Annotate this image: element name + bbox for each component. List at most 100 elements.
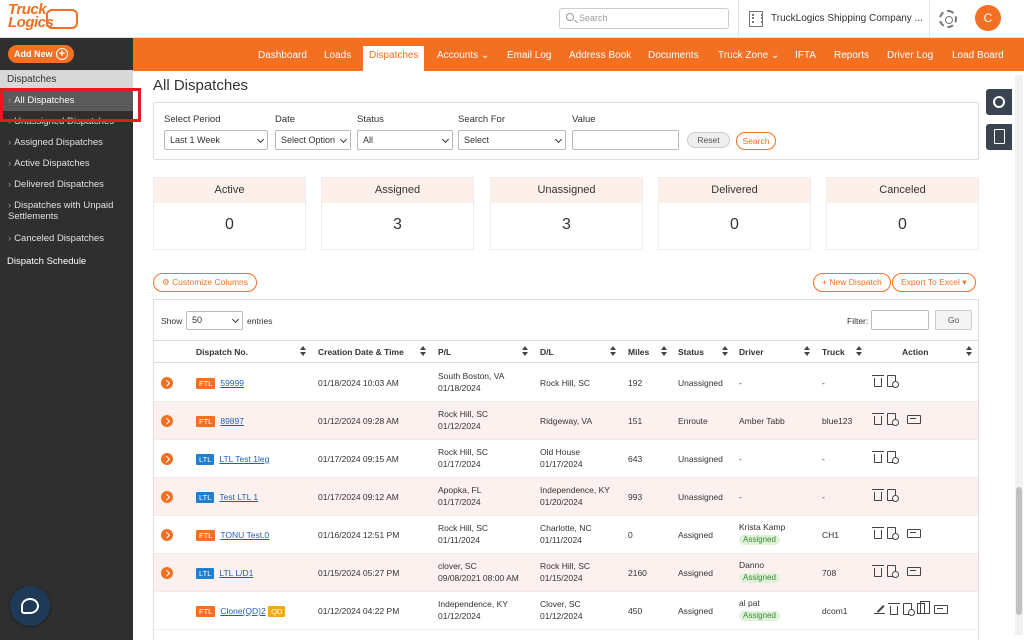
sort-icon[interactable]	[610, 346, 616, 357]
table-row[interactable]: FTL 89897 01/12/2024 09:28 AM Rock Hill, …	[154, 402, 978, 440]
scrollbar[interactable]	[1015, 75, 1023, 635]
document-icon[interactable]	[903, 602, 915, 616]
nav-email-log[interactable]: Email Log	[507, 50, 552, 61]
status-select[interactable]: All	[357, 130, 453, 150]
document-icon[interactable]	[887, 412, 899, 426]
period-select[interactable]: Last 1 Week	[164, 130, 268, 150]
sort-icon[interactable]	[300, 346, 306, 357]
sort-icon[interactable]	[522, 346, 528, 357]
sidebar-item-delivered-dispatches[interactable]: › Delivered Dispatches	[8, 179, 104, 190]
stat-card-canceled[interactable]: Canceled 0	[826, 177, 979, 250]
entries-select[interactable]: 50	[186, 311, 243, 330]
delete-icon[interactable]	[872, 564, 884, 577]
col-driver[interactable]: Driver	[739, 347, 764, 357]
add-new-button[interactable]: Add New +	[8, 45, 74, 63]
chat-icon[interactable]	[10, 586, 50, 626]
sidebar-section-dispatches[interactable]: Dispatches	[0, 70, 133, 89]
truck-action-icon[interactable]	[934, 605, 948, 615]
sort-icon[interactable]	[722, 346, 728, 357]
nav-address-book[interactable]: Address Book	[569, 50, 632, 61]
delete-icon[interactable]	[872, 412, 884, 425]
table-row[interactable]: FTL TONU Test.0 01/16/2024 12:51 PM Rock …	[154, 516, 978, 554]
search-button[interactable]: Search	[736, 132, 776, 150]
table-row[interactable]: FTL Clone(QD)2 QD 01/12/2024 04:22 PM Ind…	[154, 592, 978, 630]
table-row[interactable]: FTL 59999 01/18/2024 10:03 AM South Bosto…	[154, 364, 978, 402]
dispatch-link[interactable]: TONU Test.0	[220, 530, 270, 540]
col-creation-date[interactable]: Creation Date & Time	[318, 347, 404, 357]
delete-icon[interactable]	[872, 488, 884, 501]
nav-documents[interactable]: Documents	[648, 50, 699, 61]
table-row[interactable]: LTL Test LTL 1 01/17/2024 09:12 AM Apopka…	[154, 478, 978, 516]
sidebar-item-active-dispatches[interactable]: › Active Dispatches	[8, 158, 90, 169]
sort-icon[interactable]	[420, 346, 426, 357]
dispatch-link[interactable]: Test LTL 1	[219, 492, 259, 502]
sort-icon[interactable]	[966, 346, 972, 357]
col-truck[interactable]: Truck	[822, 347, 845, 357]
filter-input[interactable]	[871, 310, 929, 330]
search-for-select[interactable]: Select	[458, 130, 566, 150]
table-row[interactable]: LTL LTL Test 1leg 01/17/2024 09:15 AM Roc…	[154, 440, 978, 478]
export-excel-button[interactable]: Export To Excel ▾	[892, 273, 976, 292]
edit-icon[interactable]	[874, 603, 885, 615]
table-row[interactable]: LTL LTL L/D1 01/15/2024 05:27 PM clover, …	[154, 554, 978, 592]
truck-logics-logo[interactable]: Truck Logics	[6, 2, 78, 35]
sidebar-item-canceled-dispatches[interactable]: › Canceled Dispatches	[8, 233, 104, 244]
sort-icon[interactable]	[804, 346, 810, 357]
reset-button[interactable]: Reset	[687, 132, 730, 148]
truck-action-icon[interactable]	[907, 415, 921, 425]
truck-action-icon[interactable]	[907, 529, 921, 539]
nav-load-board[interactable]: Load Board	[952, 50, 1004, 61]
global-search-input[interactable]: Search	[559, 8, 729, 29]
expand-row-icon[interactable]	[161, 491, 173, 503]
nav-ifta[interactable]: IFTA	[795, 50, 816, 61]
delete-icon[interactable]	[872, 374, 884, 387]
dispatch-link[interactable]: LTL Test 1leg	[219, 454, 270, 464]
dispatch-link[interactable]: LTL L/D1	[219, 568, 254, 578]
dispatch-link[interactable]: Clone(QD)2	[220, 606, 266, 616]
nav-dashboard[interactable]: Dashboard	[258, 50, 307, 61]
nav-dispatches[interactable]: Dispatches	[363, 46, 425, 71]
col-miles[interactable]: Miles	[628, 347, 650, 357]
settings-float-icon[interactable]	[986, 89, 1012, 115]
report-float-icon[interactable]	[986, 124, 1012, 150]
delete-icon[interactable]	[888, 602, 900, 615]
nav-reports[interactable]: Reports	[834, 50, 870, 61]
dispatch-link[interactable]: 89897	[220, 416, 244, 426]
document-icon[interactable]	[887, 564, 899, 578]
nav-driver-log[interactable]: Driver Log	[887, 50, 934, 61]
copy-icon[interactable]	[917, 601, 930, 615]
truck-action-icon[interactable]	[907, 567, 921, 577]
company-selector[interactable]: TruckLogics Shipping Company ...	[738, 0, 930, 38]
delete-icon[interactable]	[872, 450, 884, 463]
document-icon[interactable]	[887, 526, 899, 540]
expand-row-icon[interactable]	[161, 453, 173, 465]
stat-card-active[interactable]: Active 0	[153, 177, 306, 250]
stat-card-delivered[interactable]: Delivered 0	[658, 177, 811, 250]
scrollbar-thumb[interactable]	[1016, 487, 1022, 615]
date-select[interactable]: Select Option	[275, 130, 351, 150]
new-dispatch-button[interactable]: + New Dispatch	[813, 273, 891, 292]
nav-accounts[interactable]: Accounts ⌄	[437, 50, 490, 61]
expand-row-icon[interactable]	[161, 567, 173, 579]
nav-loads[interactable]: Loads	[324, 50, 352, 61]
settings-gear-icon[interactable]	[939, 10, 957, 28]
sidebar-item-all-dispatches[interactable]: › All Dispatches	[0, 91, 133, 111]
expand-row-icon[interactable]	[161, 377, 173, 389]
go-button[interactable]: Go	[935, 310, 972, 330]
sort-icon[interactable]	[856, 346, 862, 357]
col-dl[interactable]: D/L	[540, 347, 554, 357]
document-icon[interactable]	[887, 488, 899, 502]
delete-icon[interactable]	[872, 526, 884, 539]
col-status[interactable]: Status	[678, 347, 704, 357]
sidebar-item-unpaid-settlements[interactable]: › Dispatches with Unpaid Settlements	[8, 200, 114, 222]
value-input[interactable]	[572, 130, 679, 150]
document-icon[interactable]	[887, 374, 899, 388]
stat-card-assigned[interactable]: Assigned 3	[321, 177, 474, 250]
customize-columns-button[interactable]: ⚙ Customize Columns	[153, 273, 258, 292]
sidebar-item-assigned-dispatches[interactable]: › Assigned Dispatches	[8, 137, 103, 148]
sidebar-item-dispatch-schedule[interactable]: Dispatch Schedule	[7, 256, 87, 267]
col-dispatch-no[interactable]: Dispatch No.	[196, 347, 248, 357]
document-icon[interactable]	[887, 450, 899, 464]
sort-icon[interactable]	[661, 346, 667, 357]
stat-card-unassigned[interactable]: Unassigned 3	[490, 177, 643, 250]
